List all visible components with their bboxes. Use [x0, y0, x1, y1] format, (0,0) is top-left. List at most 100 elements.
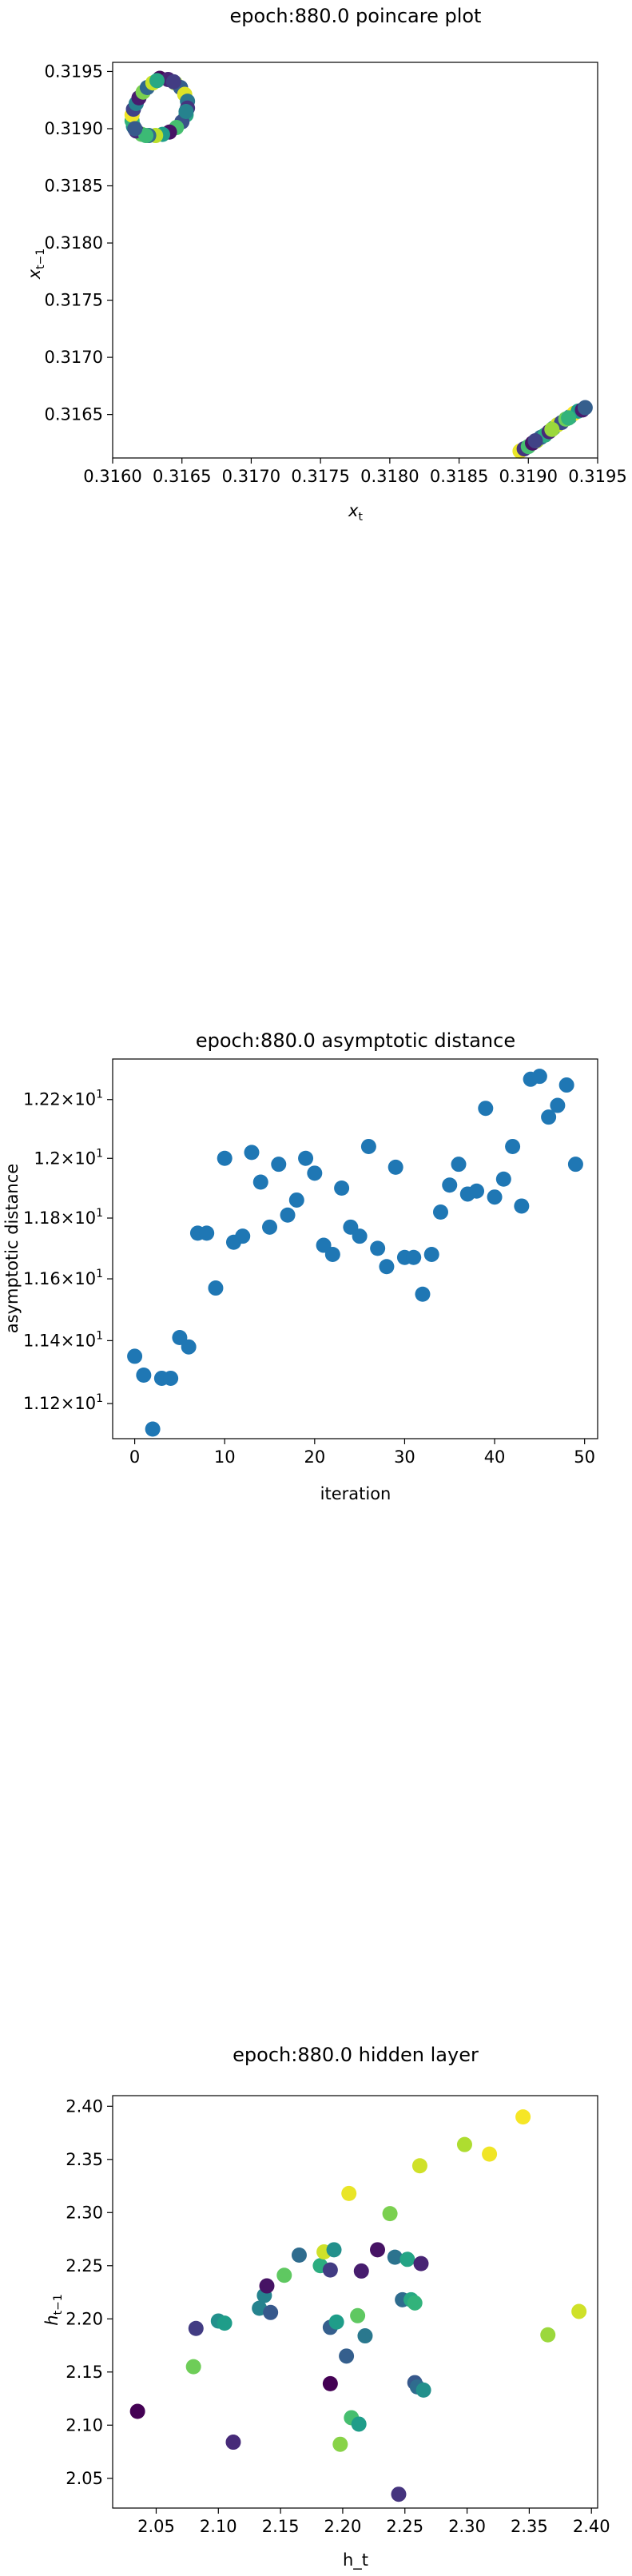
asymptotic-point: [495, 1171, 511, 1187]
hidden-x-tick-label: 2.35: [511, 2517, 548, 2536]
asymptotic-point: [550, 1097, 566, 1113]
hidden-point: [322, 2375, 338, 2391]
asymptotic-x-ticks: 0 10 20 30 40 50: [129, 1439, 595, 1467]
asymptotic-point: [567, 1157, 583, 1173]
hidden-x-tick-label: 2.40: [573, 2517, 610, 2536]
poincare-point: [149, 73, 165, 89]
poincare-x-tick-label: 0.3190: [499, 467, 558, 486]
poincare-y-tick-label: 0.3170: [45, 348, 103, 367]
asymptotic-point: [262, 1219, 278, 1235]
poincare-point: [178, 104, 194, 120]
asymptotic-point: [558, 1077, 574, 1093]
asymptotic-point: [172, 1329, 188, 1345]
hidden-point: [351, 2416, 367, 2432]
asymptotic-x-tick-label: 10: [214, 1447, 236, 1467]
poincare-point: [561, 410, 577, 426]
asymptotic-point: [505, 1138, 521, 1154]
poincare-x-tick-label: 0.3160: [83, 467, 141, 486]
poincare-chart: epoch:880.0 poincare plot 0.3160 0.3165 0.…: [25, 5, 627, 524]
asymptotic-y-tick-label: 1.2×101: [34, 1147, 103, 1168]
poincare-x-tick-label: 0.3180: [360, 467, 419, 486]
poincare-y-tick-label: 0.3195: [45, 62, 103, 81]
asymptotic-x-tick-label: 50: [574, 1447, 595, 1467]
poincare-point: [165, 74, 181, 90]
asymptotic-point: [415, 1286, 431, 1302]
hidden-point: [382, 2206, 398, 2222]
hidden-point: [185, 2359, 201, 2375]
hidden-point: [413, 2255, 429, 2271]
hidden-y-axis-label: ht−1: [42, 2294, 65, 2325]
hidden-x-tick-label: 2.15: [262, 2517, 300, 2536]
poincare-x-tick-label: 0.3175: [291, 467, 349, 486]
hidden-y-tick-label: 2.30: [66, 2203, 103, 2222]
hidden-point: [129, 2403, 145, 2419]
hidden-point: [482, 2146, 498, 2162]
hidden-point: [217, 2315, 233, 2331]
asymptotic-points: [127, 1069, 583, 1437]
hidden-x-axis-label: h_t: [343, 2550, 368, 2570]
asymptotic-point: [136, 1368, 152, 1384]
hidden-point: [225, 2435, 241, 2451]
poincare-points: [124, 70, 593, 459]
poincare-y-tick-label: 0.3175: [45, 291, 103, 310]
poincare-y-tick-label: 0.3180: [45, 233, 103, 253]
asymptotic-point: [514, 1198, 530, 1214]
poincare-x-tick-label: 0.3165: [153, 467, 211, 486]
hidden-point: [263, 2304, 279, 2320]
poincare-y-tick-label: 0.3185: [45, 177, 103, 196]
asymptotic-point: [360, 1138, 376, 1154]
asymptotic-y-tick-label: 1.16×101: [23, 1268, 103, 1288]
asymptotic-point: [298, 1150, 314, 1166]
hidden-x-ticks: 2.05 2.10 2.15 2.20 2.25 2.30 2.35 2.40: [137, 2508, 610, 2536]
asymptotic-y-tick-label: 1.18×101: [23, 1207, 103, 1228]
asymptotic-point: [478, 1101, 494, 1117]
hidden-x-tick-label: 2.20: [324, 2517, 362, 2536]
asymptotic-point: [541, 1109, 557, 1125]
poincare-point: [127, 121, 143, 137]
hidden-point: [370, 2242, 386, 2258]
hidden-x-tick-label: 2.30: [448, 2517, 486, 2536]
asymptotic-y-tick-label: 1.14×101: [23, 1329, 103, 1350]
hidden-point: [322, 2262, 338, 2278]
asymptotic-point: [432, 1204, 448, 1220]
poincare-plot-frame: [112, 62, 598, 459]
hidden-x-tick-label: 2.25: [386, 2517, 423, 2536]
hidden-point: [407, 2295, 423, 2311]
poincare-x-tick-label: 0.3185: [430, 467, 488, 486]
poincare-x-tick-label: 0.3170: [222, 467, 280, 486]
asymptotic-point: [406, 1249, 422, 1265]
hidden-point: [326, 2242, 342, 2258]
asymptotic-point: [145, 1421, 161, 1437]
asymptotic-point: [199, 1225, 215, 1241]
poincare-point: [544, 421, 560, 437]
hidden-point: [399, 2252, 415, 2267]
asymptotic-x-tick-label: 30: [394, 1447, 415, 1467]
asymptotic-x-tick-label: 20: [304, 1447, 325, 1467]
poincare-y-ticks: 0.3165 0.3170 0.3175 0.3180 0.3185 0.3190 0.31…: [45, 62, 113, 424]
hidden-point: [571, 2303, 587, 2319]
asymptotic-point: [442, 1177, 458, 1193]
poincare-point: [527, 433, 543, 449]
asymptotic-y-ticks: 1.12×101 1.14×101 1.16×101 1.18×101 1.2×101 1…: [23, 1089, 113, 1413]
asymptotic-point: [288, 1192, 304, 1208]
hidden-point: [332, 2436, 348, 2452]
asymptotic-plot-frame: [112, 1058, 598, 1439]
asymptotic-point: [423, 1246, 439, 1262]
poincare-x-tick-label: 0.3195: [568, 467, 626, 486]
asymptotic-point: [163, 1370, 179, 1386]
hidden-point: [350, 2307, 366, 2323]
poincare-point: [577, 400, 593, 416]
asymptotic-point: [469, 1183, 485, 1199]
hidden-point: [391, 2486, 407, 2502]
hidden-point: [188, 2320, 204, 2336]
hidden-point: [415, 2382, 431, 2398]
hidden-layer-chart: epoch:880.0 hidden layer 2.05 2.10 2.15 2.2…: [42, 2044, 610, 2570]
hidden-plot-frame: [112, 2095, 598, 2509]
asymptotic-point: [370, 1240, 386, 1256]
poincare-y-tick-label: 0.3190: [45, 119, 103, 138]
asymptotic-point: [280, 1207, 296, 1223]
asymptotic-point: [487, 1189, 503, 1205]
asymptotic-x-axis-label: iteration: [320, 1484, 392, 1503]
hidden-y-tick-label: 2.35: [66, 2150, 103, 2169]
hidden-y-tick-label: 2.20: [66, 2309, 103, 2328]
